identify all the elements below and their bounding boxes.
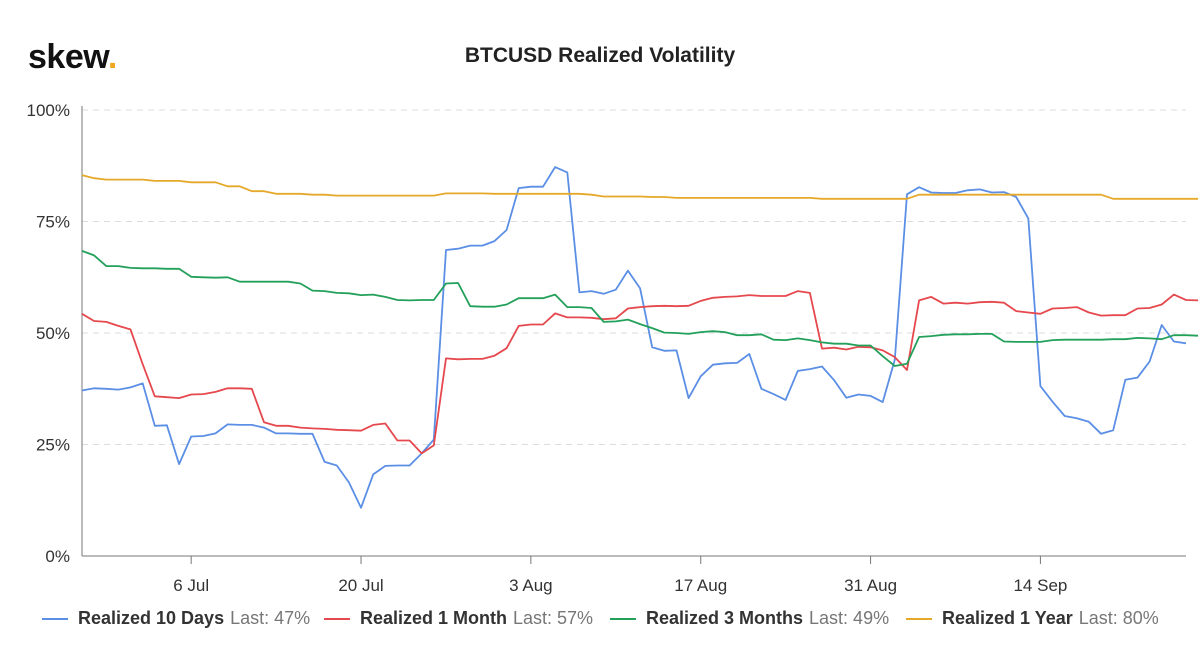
y-tick-label: 50% [36, 324, 70, 343]
series-line-realized-10-days [81, 166, 1187, 509]
legend-swatch [610, 617, 636, 620]
legend-item-realized-10-days[interactable]: Realized 10 Days Last: 47% [42, 608, 310, 629]
volatility-chart: 0% 25% 50% 75% 100% 6 Jul 20 Jul 3 Aug 17 Aug 31 … [27, 101, 1199, 595]
logo-dot: . [107, 38, 117, 76]
y-tick-label: 25% [36, 436, 70, 455]
legend-last-value: Last: 57% [513, 608, 594, 628]
chart-title: BTCUSD Realized Volatility [464, 44, 736, 67]
grid-lines [82, 109, 1186, 445]
legend-series-name: Realized 1 Year [942, 608, 1073, 628]
legend-item-realized-1-year[interactable]: Realized 1 Year Last: 80% [906, 608, 1159, 629]
x-tick-label: 14 Sep [1013, 576, 1067, 595]
legend-swatch [324, 617, 350, 620]
legend-last-value: Last: 47% [230, 608, 311, 628]
legend-series-name: Realized 10 Days [78, 608, 225, 628]
legend-item-realized-1-month[interactable]: Realized 1 Month Last: 57% [324, 608, 593, 629]
x-tick-label: 3 Aug [509, 576, 553, 595]
chart-legend: Realized 10 Days Last: 47% Realized 1 Mont… [0, 608, 1200, 638]
skew-logo: skew. [28, 38, 117, 77]
legend-swatch [906, 617, 932, 620]
legend-last-value: Last: 49% [809, 608, 890, 628]
y-tick-label: 75% [36, 213, 70, 232]
x-tick-label: 17 Aug [674, 576, 727, 595]
chart-axes: 0% 25% 50% 75% 100% 6 Jul 20 Jul 3 Aug 17 Aug 31 … [27, 101, 1186, 595]
series-line-realized-1-month [81, 290, 1199, 455]
series-line-realized-1-year [81, 174, 1199, 200]
x-tick-label: 20 Jul [338, 576, 383, 595]
logo-text: skew [28, 38, 108, 76]
y-tick-label: 100% [27, 101, 70, 120]
legend-series-name: Realized 3 Months [646, 608, 804, 628]
legend-last-value: Last: 80% [1078, 608, 1159, 628]
legend-series-name: Realized 1 Month [360, 608, 508, 628]
legend-item-realized-3-months[interactable]: Realized 3 Months Last: 49% [610, 608, 889, 629]
x-tick-label: 31 Aug [844, 576, 897, 595]
series-line-realized-3-months [81, 250, 1199, 367]
y-tick-label: 0% [45, 547, 70, 566]
x-tick-label: 6 Jul [173, 576, 209, 595]
legend-swatch [42, 617, 68, 620]
series-lines [81, 166, 1199, 509]
